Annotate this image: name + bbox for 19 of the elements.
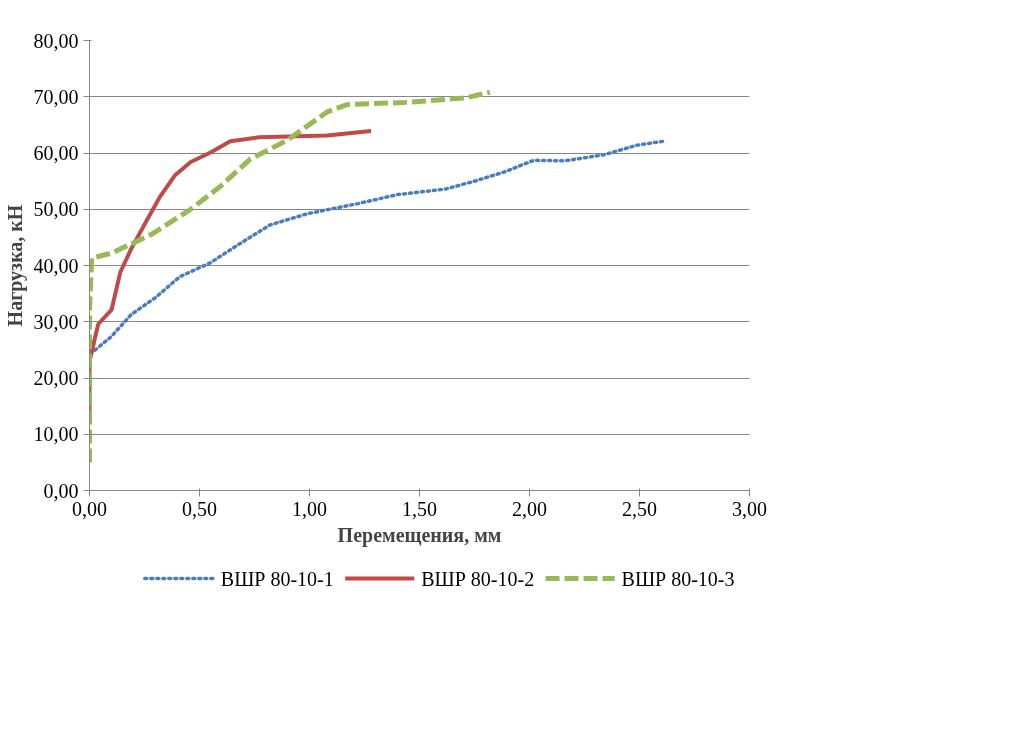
x-tick-label: 2,00 bbox=[512, 497, 547, 520]
y-tick-label: 60,00 bbox=[33, 142, 79, 164]
x-tick-label: 2,50 bbox=[622, 497, 657, 520]
x-tick-label: 3,00 bbox=[732, 497, 767, 520]
y-axis-title: Нагрузка, кН bbox=[3, 204, 27, 327]
x-axis-title: Перемещения, мм bbox=[337, 523, 502, 547]
x-tick-label: 1,50 bbox=[402, 497, 437, 520]
y-tick-label: 30,00 bbox=[33, 310, 79, 333]
x-tick-label: 1,00 bbox=[292, 497, 327, 520]
x-tick-label: 0,50 bbox=[182, 497, 217, 520]
y-tick-label: 10,00 bbox=[33, 423, 79, 446]
y-tick-label: 40,00 bbox=[33, 254, 79, 277]
legend-label: ВШР 80-10-3 bbox=[621, 567, 735, 590]
y-tick-label: 20,00 bbox=[33, 367, 79, 389]
y-tick-label: 80,00 bbox=[33, 29, 79, 52]
y-tick-label: 50,00 bbox=[33, 198, 79, 221]
legend-label: ВШР 80-10-1 bbox=[220, 567, 334, 590]
legend-label: ВШР 80-10-2 bbox=[421, 567, 535, 590]
y-tick-label: 70,00 bbox=[33, 85, 79, 108]
